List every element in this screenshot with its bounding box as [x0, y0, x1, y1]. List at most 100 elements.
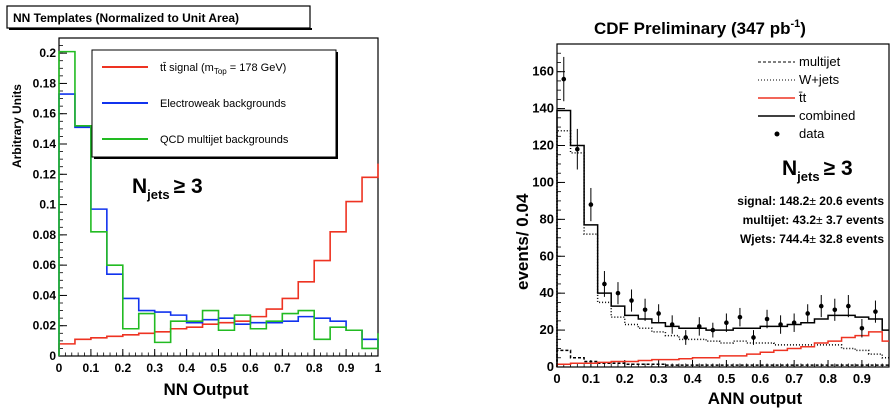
- data-point: [818, 303, 824, 309]
- x-tick-label: 0.1: [582, 371, 600, 386]
- legend-label-signal: tt̄ signal (mTop = 178 GeV): [160, 62, 286, 76]
- x-tick-label: 0.6: [242, 361, 259, 375]
- x-tick-label: 0.5: [717, 371, 735, 386]
- fit-wjets: Wjets: 744.4± 32.8 events: [740, 232, 884, 246]
- data-point: [805, 311, 810, 316]
- x-tick-label: 0.2: [114, 361, 131, 375]
- legend-label-ttbar: t̄t: [799, 90, 807, 105]
- y-tick-label: 0.08: [33, 228, 57, 242]
- data-point: [724, 320, 729, 326]
- y-tick-label: 0.2: [39, 46, 56, 60]
- right-njets-annotation: Njets ≥ 3: [782, 157, 853, 184]
- left-x-axis-label: NN Output: [164, 380, 249, 399]
- legend-swatch-data: [774, 131, 780, 137]
- right-y-ticks: 0 20 40 60 80 100 120 140 160: [532, 43, 565, 374]
- data-point: [710, 327, 716, 333]
- left-y-axis-label: Arbitrary Units: [10, 84, 24, 168]
- data-point: [669, 322, 675, 327]
- left-chart: NN Templates (Normalized to Unit Area) 0…: [6, 5, 382, 399]
- series-line: [556, 349, 889, 367]
- y-tick-label: 0.14: [33, 137, 57, 151]
- y-tick-label: 0.16: [33, 107, 57, 121]
- y-tick-label: 0.04: [33, 288, 57, 302]
- data-point: [683, 335, 689, 340]
- x-tick-label: 0: [553, 371, 560, 386]
- data-point: [846, 303, 851, 309]
- x-tick-label: 0.2: [616, 371, 634, 386]
- left-legend-shadow-bottom: [94, 157, 338, 159]
- data-point: [832, 307, 838, 313]
- y-tick-label: 0.02: [33, 319, 57, 333]
- y-tick-label: 0: [49, 349, 56, 363]
- fit-multijet: multijet: 43.2± 3.7 events: [743, 213, 885, 227]
- y-tick-label: 80: [540, 211, 554, 226]
- data-point: [602, 281, 607, 287]
- series-line: [556, 331, 889, 367]
- x-tick-label: 0.8: [306, 361, 323, 375]
- legend-label-combined: combined: [799, 108, 855, 123]
- x-tick-label: 0: [56, 361, 63, 375]
- x-tick-label: 0.9: [338, 361, 355, 375]
- right-legend: multijet W+jets t̄t combined data: [758, 54, 855, 141]
- data-point: [737, 314, 743, 320]
- x-tick-label: 1: [375, 361, 382, 375]
- left-legend: tt̄ signal (mTop = 178 GeV) Electroweak …: [91, 49, 338, 159]
- y-tick-label: 100: [532, 174, 554, 189]
- left-title: NN Templates (Normalized to Unit Area): [13, 11, 239, 25]
- legend-label-wjets: W+jets: [799, 72, 840, 87]
- data-point: [561, 76, 567, 82]
- left-y-ticks: 0 0.02 0.04 0.06 0.08 0.1 0.12 0.14 0.16 0.18 0.2: [33, 37, 67, 363]
- fit-results: signal: 148.2± 20.6 events multijet: 43.…: [737, 194, 884, 246]
- x-tick-label: 0.3: [650, 371, 668, 386]
- data-point: [778, 322, 783, 327]
- legend-label-qcd: QCD multijet backgrounds: [160, 134, 289, 146]
- y-tick-label: 0.1: [39, 198, 56, 212]
- data-point: [588, 202, 594, 207]
- legend-label-data: data: [799, 126, 825, 141]
- left-series: [58, 50, 379, 356]
- x-tick-label: 0.9: [853, 371, 871, 386]
- left-title-shadow: [9, 28, 312, 30]
- right-x-axis-label: ANN output: [708, 389, 803, 408]
- legend-label-electroweak: Electroweak backgrounds: [160, 98, 286, 110]
- left-njets-annotation: Njets ≥ 3: [132, 175, 203, 202]
- data-point: [873, 309, 878, 314]
- data-point: [642, 307, 648, 313]
- x-tick-label: 0.3: [146, 361, 163, 375]
- right-chart: CDF Preliminary (347 pb-1) 0 0.1 0.2 0.3 0.4…: [513, 18, 890, 408]
- x-tick-label: 0.7: [785, 371, 803, 386]
- left-legend-shadow: [336, 52, 338, 159]
- y-tick-label: 0.06: [33, 258, 57, 272]
- y-tick-label: 40: [540, 285, 554, 300]
- x-tick-label: 0.4: [683, 371, 702, 386]
- data-point: [629, 298, 634, 303]
- y-tick-label: 60: [540, 248, 554, 263]
- right-y-axis-label: events/ 0.04: [513, 193, 532, 290]
- x-tick-label: 0.5: [210, 361, 227, 375]
- y-tick-label: 0.12: [33, 167, 57, 181]
- data-point: [764, 316, 770, 322]
- y-tick-label: 120: [532, 138, 554, 153]
- data-point: [575, 146, 580, 152]
- series-line: [58, 50, 379, 356]
- right-title: CDF Preliminary (347 pb-1): [594, 18, 806, 38]
- y-tick-label: 140: [532, 101, 554, 116]
- data-point: [751, 335, 756, 340]
- x-tick-label: 0.8: [819, 371, 837, 386]
- data-point: [859, 325, 865, 331]
- y-tick-label: 0.18: [33, 76, 57, 90]
- series-line: [556, 129, 889, 367]
- y-tick-label: 0: [547, 359, 554, 374]
- fit-signal: signal: 148.2± 20.6 events: [737, 194, 884, 208]
- y-tick-label: 160: [532, 64, 554, 79]
- left-x-ticks: 0 0.1 0.2 0.3 0.4 0.5 0.6 0.7 0.8 0.9 1: [56, 349, 382, 375]
- data-point: [791, 320, 797, 326]
- x-tick-label: 0.6: [751, 371, 769, 386]
- data-point: [656, 311, 661, 316]
- x-tick-label: 0.1: [83, 361, 100, 375]
- right-series: [556, 56, 889, 367]
- x-tick-label: 0.7: [274, 361, 291, 375]
- data-point: [696, 324, 702, 329]
- data-point: [615, 290, 621, 296]
